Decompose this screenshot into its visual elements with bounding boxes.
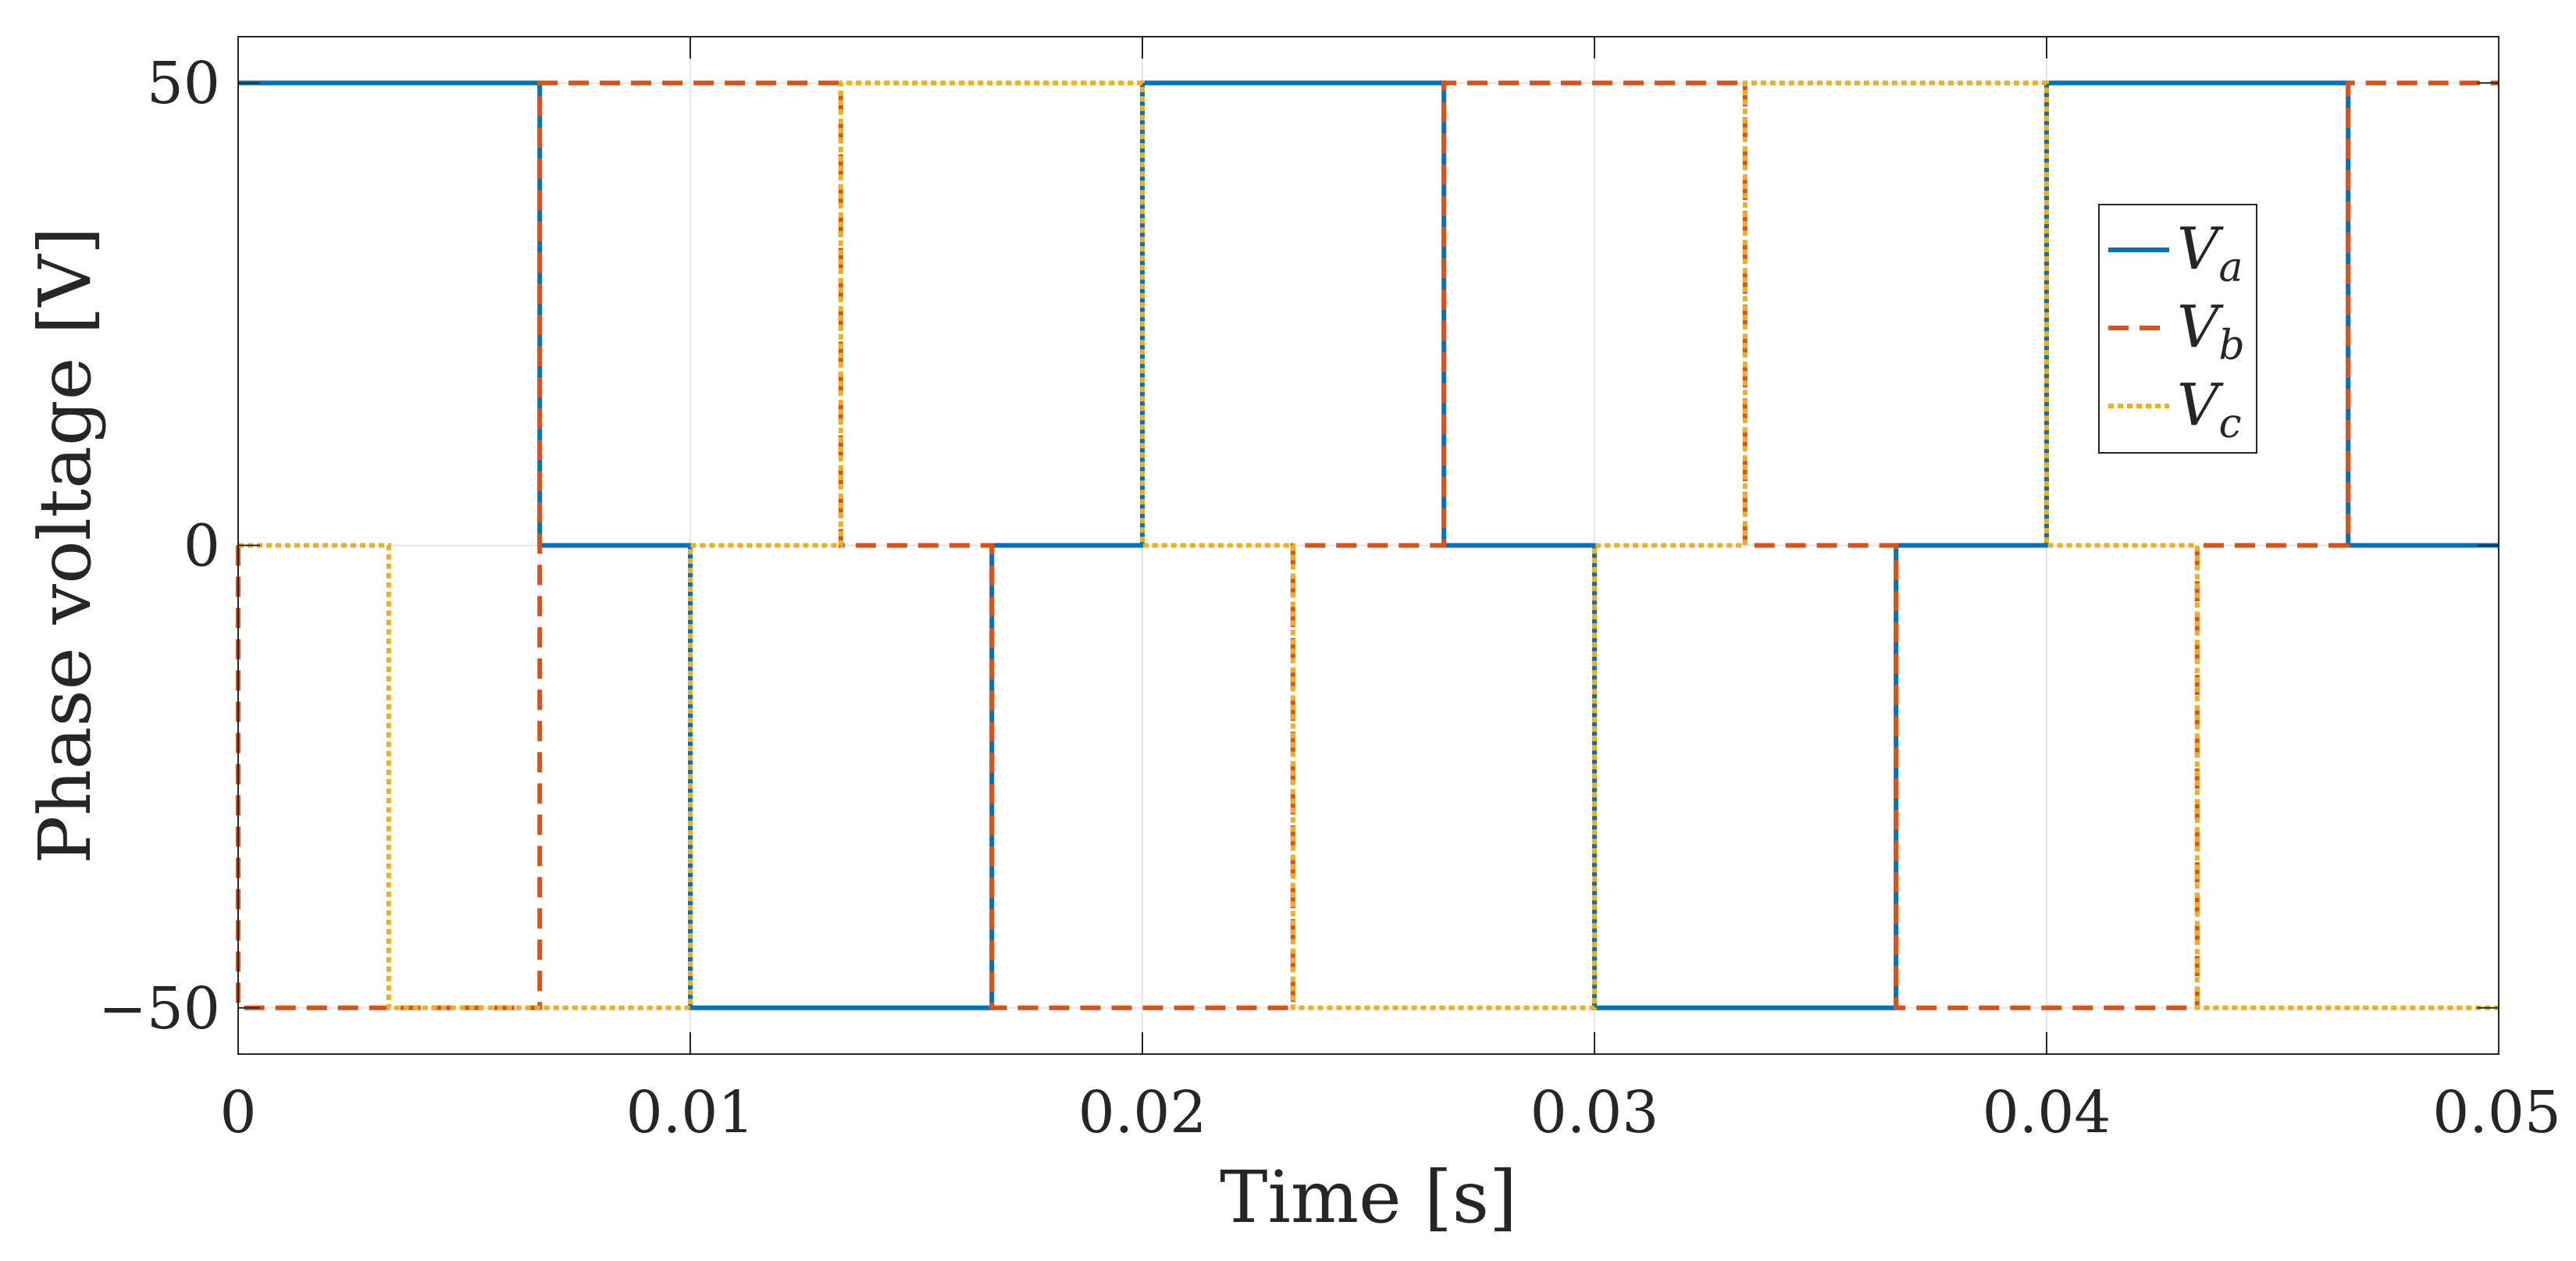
x-tick-label-4: 0.04 [1983, 1079, 2111, 1146]
series-line-Vb [236, 80, 2499, 1010]
legend-label-Va: Va [2177, 216, 2243, 291]
series-line-Va [238, 80, 2499, 1010]
x-tick-label-5: 0.05 [2432, 1079, 2561, 1146]
legend-label-Vb: Vb [2177, 294, 2245, 369]
x-tick-label-1: 0.01 [626, 1079, 755, 1146]
y-tick-label-2: 50 [147, 50, 220, 117]
y-tick-labels: −50 0 50 [98, 50, 220, 1042]
legend-label-Vc: Vc [2177, 372, 2242, 447]
y-axis-label: Phase voltage [V] [23, 226, 107, 864]
x-tick-label-0: 0 [219, 1079, 256, 1146]
y-tick-label-0: −50 [98, 975, 220, 1042]
x-tick-label-2: 0.02 [1078, 1079, 1207, 1146]
x-tick-label-3: 0.03 [1530, 1079, 1659, 1146]
y-tick-label-1: 0 [183, 513, 220, 580]
x-axis-label: Time [s] [1220, 1156, 1517, 1239]
x-tick-labels: 0 0.01 0.02 0.03 0.04 0.05 [219, 1079, 2561, 1146]
axis-ticks [237, 37, 2499, 1054]
series-lines [236, 80, 2499, 1010]
